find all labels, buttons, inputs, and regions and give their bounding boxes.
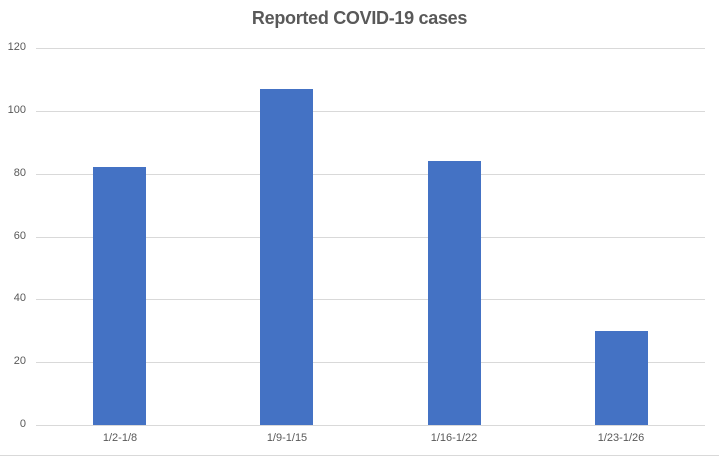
y-tick-label: 20 bbox=[13, 355, 26, 367]
gridline bbox=[36, 48, 705, 49]
gridline bbox=[36, 362, 705, 363]
x-tick-label: 1/2-1/8 bbox=[102, 432, 138, 444]
bar bbox=[93, 167, 146, 425]
x-tick-label: 1/23-1/26 bbox=[597, 432, 645, 444]
chart-border bbox=[0, 455, 719, 456]
y-tick-label: 100 bbox=[7, 104, 26, 116]
y-tick-label: 0 bbox=[19, 418, 26, 430]
chart-title: Reported COVID-19 cases bbox=[251, 8, 468, 28]
bar bbox=[260, 89, 313, 425]
bar bbox=[595, 331, 648, 425]
x-tick-label: 1/9-1/15 bbox=[266, 432, 308, 444]
y-tick-label: 40 bbox=[13, 292, 26, 304]
x-tick-label: 1/16-1/22 bbox=[430, 432, 478, 444]
gridline bbox=[36, 299, 705, 300]
y-tick-label: 80 bbox=[13, 167, 26, 179]
bar bbox=[428, 161, 481, 425]
gridline bbox=[36, 174, 705, 175]
gridline bbox=[36, 111, 705, 112]
y-tick-label: 120 bbox=[7, 41, 26, 53]
y-tick-label: 60 bbox=[13, 230, 26, 242]
gridline bbox=[36, 425, 705, 426]
gridline bbox=[36, 237, 705, 238]
